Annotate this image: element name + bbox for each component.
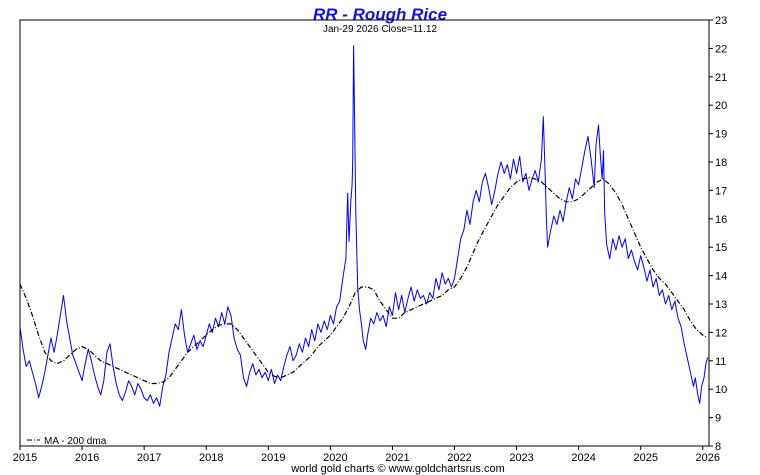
x-tick-label: 2016 xyxy=(75,452,99,464)
y-tick-label: 14 xyxy=(715,271,727,283)
x-tick-label: 2017 xyxy=(137,452,161,464)
x-tick-label: 2020 xyxy=(323,452,347,464)
legend: MA - 200 dma xyxy=(27,436,107,447)
y-tick-label: 22 xyxy=(715,43,727,55)
ma-200-line xyxy=(19,177,709,385)
x-tick-label: 2021 xyxy=(385,452,409,464)
x-axis: 2015 2016 2017 2018 2019 2020 2021 2022 2023 2024… xyxy=(13,446,720,464)
y-axis: 8 9 10 11 12 13 14 15 16 17 18 19 20 21 22 23 xyxy=(709,15,727,453)
legend-ma-label: MA - 200 dma xyxy=(44,436,107,447)
x-tick-label: 2015 xyxy=(13,452,37,464)
x-tick-label: 2026 xyxy=(696,452,720,464)
footer-credit: world gold charts © www.goldchartsrus.co… xyxy=(290,463,505,475)
x-tick-label: 2022 xyxy=(447,452,471,464)
price-line xyxy=(19,45,709,407)
y-tick-label: 8 xyxy=(715,441,721,453)
chart-title: RR - Rough Rice xyxy=(313,5,447,24)
y-tick-label: 11 xyxy=(715,356,726,368)
y-tick-label: 13 xyxy=(715,299,727,311)
y-tick-label: 17 xyxy=(715,185,727,197)
plot-frame xyxy=(19,19,710,447)
chart-subtitle: Jan-29 2026 Close=11.12 xyxy=(323,24,438,35)
y-tick-label: 12 xyxy=(715,327,727,339)
y-tick-label: 16 xyxy=(715,214,727,226)
x-tick-label: 2025 xyxy=(633,452,657,464)
y-tick-label: 9 xyxy=(715,413,721,425)
x-tick-label: 2023 xyxy=(509,452,533,464)
x-tick-label: 2019 xyxy=(261,452,285,464)
x-tick-label: 2024 xyxy=(571,452,595,464)
y-tick-label: 10 xyxy=(715,384,727,396)
y-tick-label: 15 xyxy=(715,242,727,254)
y-tick-label: 20 xyxy=(715,100,727,112)
y-tick-label: 19 xyxy=(715,129,727,141)
x-tick-label: 2018 xyxy=(199,452,223,464)
series-layer xyxy=(19,45,709,407)
y-tick-label: 23 xyxy=(715,15,727,27)
y-tick-label: 18 xyxy=(715,157,727,169)
y-tick-label: 21 xyxy=(715,72,727,84)
